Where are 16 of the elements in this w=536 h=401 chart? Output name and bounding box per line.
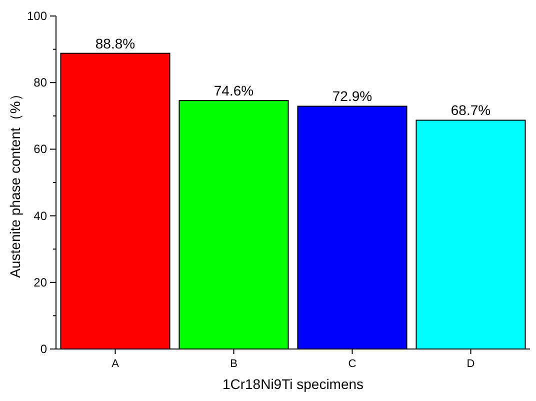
x-tick-label: A (112, 358, 120, 370)
x-tick-label: B (230, 358, 238, 370)
data-label: 72.9% (332, 88, 372, 104)
y-tick-label: 80 (34, 76, 48, 90)
x-axis-title: 1Cr18Ni9Ti specimens (222, 376, 364, 392)
x-tick-label: D (466, 358, 475, 370)
y-tick-label: 60 (34, 142, 48, 156)
y-tick-label: 20 (34, 275, 48, 290)
data-label: 74.6% (214, 82, 254, 99)
y-tick-label: 100 (26, 9, 48, 23)
y-axis-title: Austenite phase content（%） (7, 87, 23, 278)
data-label: 68.7% (450, 102, 491, 118)
y-tick-label: 40 (34, 208, 48, 223)
x-tick-label: C (348, 358, 356, 370)
data-label: 88.8% (95, 35, 136, 52)
y-tick-label: 0 (40, 342, 48, 356)
